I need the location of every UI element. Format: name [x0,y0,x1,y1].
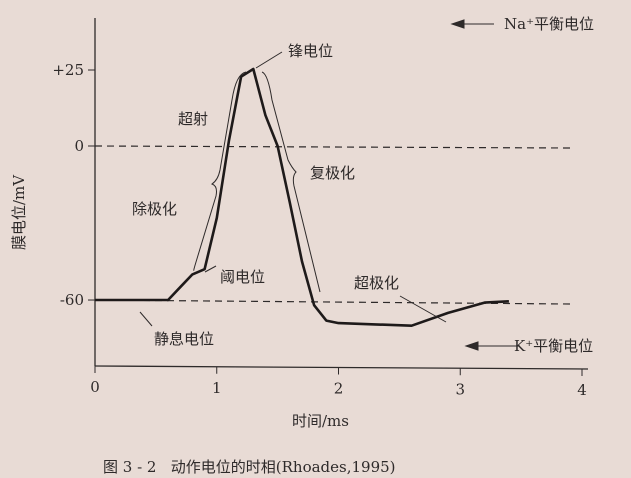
spike-pointer [255,51,283,69]
action-potential-curve [95,67,509,327]
x-axis [94,365,589,370]
x-tick-label: 2 [334,380,344,398]
x-axis-label: 时间/ms [292,412,349,430]
threshold-label: 阈电位 [220,268,265,286]
right-brace [261,71,321,293]
y-axis-label: 膜电位/mV [10,174,28,250]
hyper-pointer [399,295,447,323]
resting-pointer [139,311,153,327]
annotations [139,19,520,351]
left-brace [193,71,247,271]
na-equilibrium-label: Na⁺平衡电位 [504,15,594,33]
repolarization-label: 复极化 [310,164,355,182]
figure-caption: 图 3 - 2 动作电位的时相(Rhoades,1995) [103,458,396,476]
y-tick-label: 0 [74,137,84,155]
y-tick-label: +25 [52,61,84,79]
y-tick-label: -60 [60,291,84,309]
x-tick-label: 1 [212,379,222,397]
k-arrowhead [464,341,479,351]
reference-line-0 [94,145,571,149]
x-tick-label: 4 [577,381,587,399]
x-tick-label: 0 [90,378,100,396]
resting-potential-label: 静息电位 [154,330,214,348]
overshoot-label: 超射 [178,110,208,128]
k-equilibrium-label: K⁺平衡电位 [514,337,593,355]
depolarization-label: 除极化 [132,200,177,218]
threshold-pointer [204,265,217,273]
hyperpolarization-label: 超极化 [354,274,399,292]
spike-label: 锋电位 [288,42,333,60]
x-tick-label: 3 [455,380,465,398]
na-arrowhead [450,19,465,29]
axes [94,18,589,370]
